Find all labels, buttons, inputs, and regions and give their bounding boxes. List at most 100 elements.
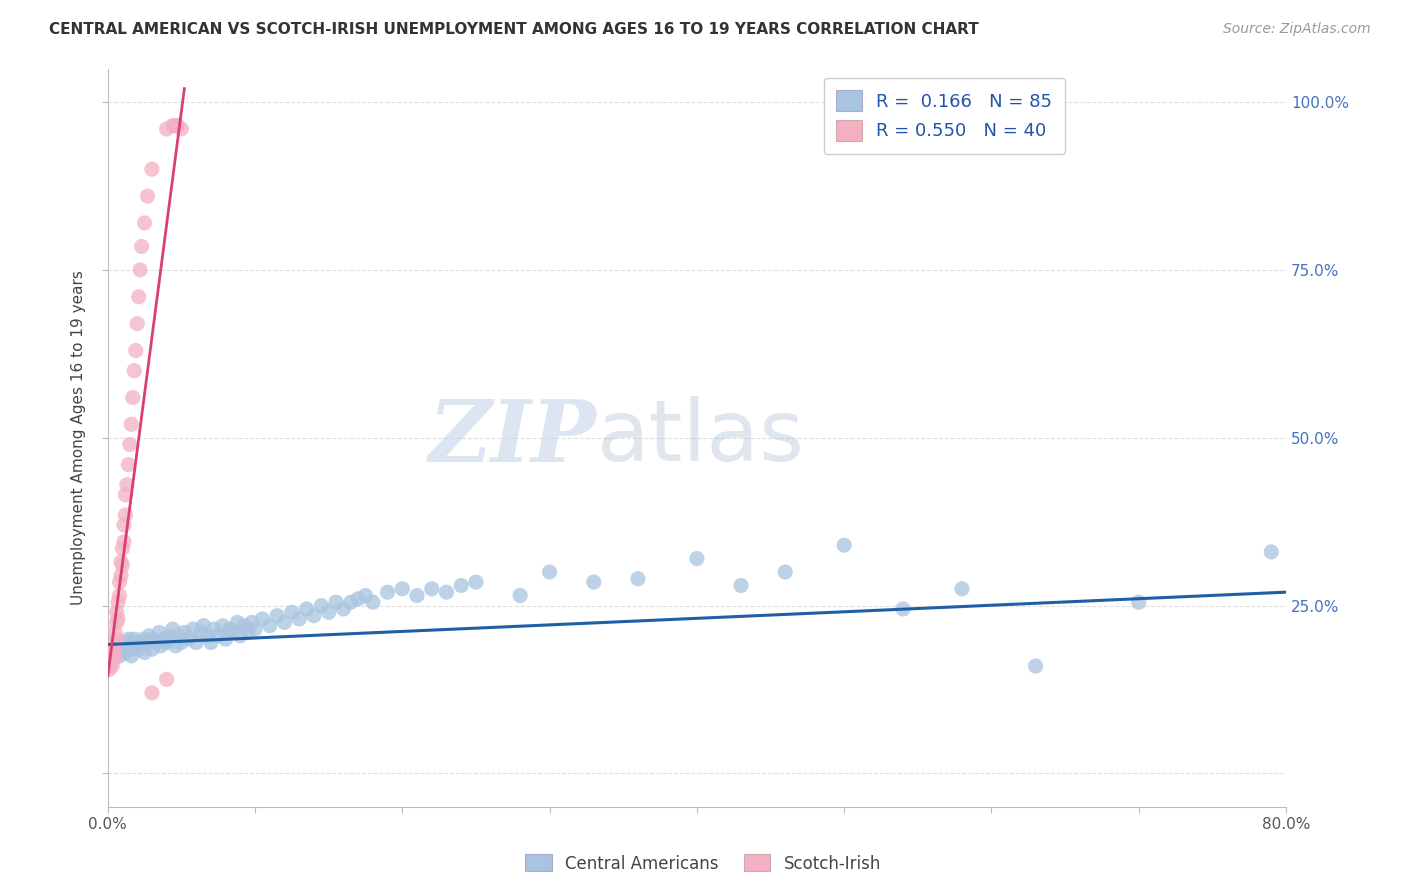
Point [128,290,150,304]
Point [111,541,134,556]
Point [98,662,121,676]
Point [162,119,184,133]
Point [124,363,146,377]
Point [111,639,134,653]
Point [465,575,488,590]
Point [142,632,165,647]
Point [332,602,354,616]
Point [219,622,242,636]
Point [538,565,561,579]
Point [114,508,136,522]
Point [145,635,167,649]
Point [124,632,146,647]
Point [1260,545,1282,559]
Point [259,618,281,632]
Point [105,615,128,630]
Point [110,555,132,569]
Point [832,538,855,552]
Point [288,612,311,626]
Legend: Central Americans, Scotch-Irish: Central Americans, Scotch-Irish [519,847,887,880]
Y-axis label: Unemployment Among Ages 16 to 19 years: Unemployment Among Ages 16 to 19 years [72,270,86,605]
Point [420,582,443,596]
Point [173,625,195,640]
Point [111,558,134,573]
Point [121,635,143,649]
Point [281,605,304,619]
Point [295,602,318,616]
Point [177,632,200,647]
Point [165,119,187,133]
Point [117,458,139,472]
Point [141,686,163,700]
Point [136,635,159,649]
Point [134,216,156,230]
Point [236,625,259,640]
Point [222,625,245,640]
Point [148,625,170,640]
Point [132,632,155,647]
Text: ZIP: ZIP [429,396,596,480]
Point [103,642,125,657]
Point [101,648,124,663]
Point [100,656,122,670]
Point [311,599,333,613]
Point [226,615,249,630]
Point [582,575,605,590]
Point [214,632,236,647]
Point [149,639,172,653]
Point [207,629,229,643]
Point [129,635,152,649]
Point [156,673,179,687]
Point [141,642,163,657]
Point [131,239,153,253]
Point [891,602,914,616]
Point [152,632,174,647]
Point [127,317,149,331]
Point [105,605,128,619]
Text: atlas: atlas [596,396,804,479]
Point [170,122,193,136]
Point [138,629,160,643]
Point [103,652,125,666]
Point [354,589,377,603]
Point [436,585,458,599]
Point [627,572,650,586]
Point [156,635,179,649]
Point [181,622,204,636]
Point [211,618,233,632]
Point [115,635,138,649]
Point [118,642,141,657]
Point [252,612,274,626]
Point [1128,595,1150,609]
Point [166,119,188,133]
Point [120,648,142,663]
Point [325,595,347,609]
Point [686,551,709,566]
Point [406,589,429,603]
Point [136,189,159,203]
Point [339,595,361,609]
Point [273,615,295,630]
Point [107,612,129,626]
Point [229,629,252,643]
Point [200,635,222,649]
Point [104,642,127,657]
Point [129,263,152,277]
Point [104,625,127,640]
Point [197,629,219,643]
Point [202,622,225,636]
Point [170,635,193,649]
Point [115,477,138,491]
Point [193,618,215,632]
Point [128,642,150,657]
Point [240,615,263,630]
Point [167,629,190,643]
Point [302,608,325,623]
Point [118,437,141,451]
Text: Source: ZipAtlas.com: Source: ZipAtlas.com [1223,22,1371,37]
Point [243,622,266,636]
Point [159,629,181,643]
Point [361,595,384,609]
Point [114,488,136,502]
Point [112,518,135,533]
